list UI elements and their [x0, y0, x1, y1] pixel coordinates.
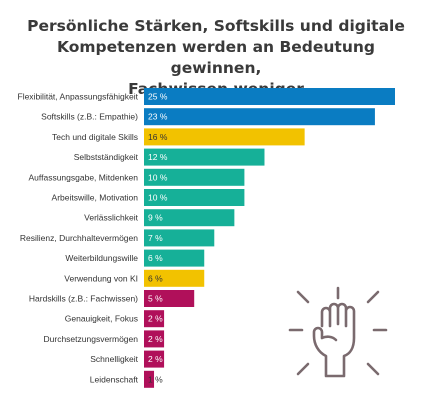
category-label-6: Verlässlichkeit: [84, 213, 138, 223]
bar-7: [144, 229, 215, 247]
category-label-3: Selbstständigkeit: [74, 152, 139, 162]
category-label-8: Weiterbildungswille: [65, 253, 138, 263]
bar-0: [144, 88, 395, 105]
value-label-2: 16 %: [148, 132, 168, 142]
category-label-1: Softskills (z.B.: Empathie): [41, 112, 138, 122]
bar-4: [144, 168, 245, 186]
value-label-9: 6 %: [148, 273, 163, 283]
value-label-12: 2 %: [148, 334, 163, 344]
bar-8: [144, 249, 205, 267]
value-label-13: 2 %: [148, 354, 163, 364]
title-line-2: Kompetenzen werden an Bedeutung gewinnen…: [56, 38, 375, 77]
value-label-1: 23 %: [148, 112, 168, 122]
bar-3: [144, 148, 265, 166]
bar-13: [144, 350, 165, 368]
bar-9: [144, 269, 205, 287]
value-label-11: 2 %: [148, 314, 163, 324]
category-label-12: Durchsetzungsvermögen: [44, 334, 139, 344]
bar-6: [144, 209, 235, 227]
bar-11: [144, 310, 165, 328]
category-label-7: Resilienz, Durchhaltevermögen: [20, 233, 138, 243]
value-label-3: 12 %: [148, 152, 168, 162]
bar-5: [144, 189, 245, 206]
title-line-1: Persönliche Stärken, Softskills und digi…: [27, 17, 405, 35]
value-label-5: 10 %: [148, 193, 168, 203]
category-label-2: Tech und digitale Skills: [52, 132, 138, 142]
value-label-0: 25 %: [148, 92, 168, 102]
category-label-11: Genauigkeit, Fokus: [65, 314, 138, 324]
bar-1: [144, 108, 375, 126]
category-label-9: Verwendung von KI: [64, 273, 138, 283]
value-label-6: 9 %: [148, 213, 163, 223]
value-label-7: 7 %: [148, 233, 163, 243]
value-label-4: 10 %: [148, 172, 168, 182]
bar-14: [144, 370, 155, 388]
value-label-8: 6 %: [148, 253, 163, 263]
category-label-10: Hardskills (z.B.: Fachwissen): [29, 294, 138, 304]
category-label-4: Auffassungsgabe, Mitdenken: [29, 172, 139, 182]
bar-12: [144, 330, 165, 348]
category-label-5: Arbeitswille, Motivation: [52, 193, 139, 203]
bar-10: [144, 290, 195, 307]
category-label-14: Leidenschaft: [90, 374, 139, 384]
category-label-13: Schnelligkeit: [90, 354, 138, 364]
bar-2: [144, 128, 305, 146]
value-label-14: 1 %: [148, 374, 163, 384]
raised-fist-icon: [288, 286, 388, 378]
value-label-10: 5 %: [148, 294, 163, 304]
category-label-0: Flexibilität, Anpassungsfähigkeit: [18, 92, 139, 102]
